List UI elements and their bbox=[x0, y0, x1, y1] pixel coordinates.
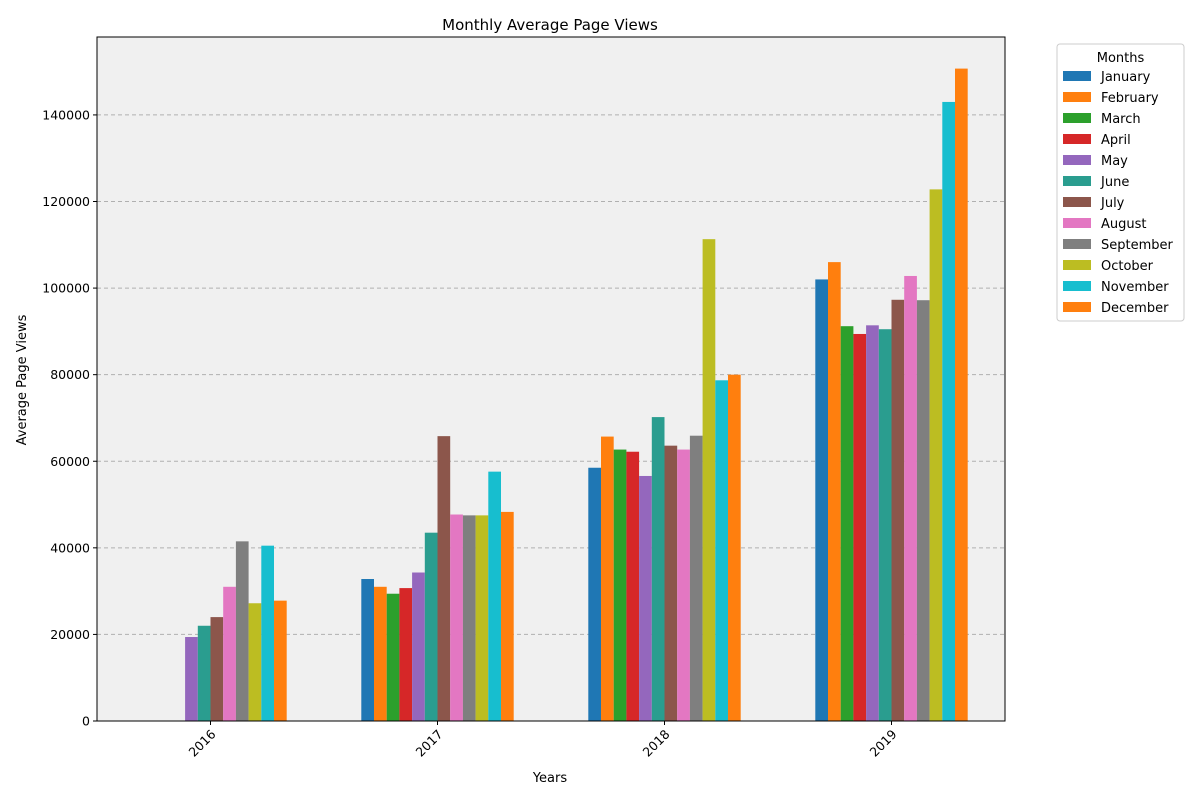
bar-december-2019 bbox=[955, 68, 968, 721]
bar-august-2019 bbox=[904, 275, 917, 721]
legend: Months January February March April May June Ju… bbox=[1056, 43, 1185, 322]
bar-november-2018 bbox=[715, 380, 728, 721]
x-tick-label: 2017 bbox=[413, 727, 446, 760]
bar-december-2016 bbox=[274, 600, 287, 721]
bar-may-2017 bbox=[412, 572, 425, 721]
bar-october-2017 bbox=[475, 515, 489, 721]
bar-march-2018 bbox=[613, 449, 627, 721]
x-tick-label: 2018 bbox=[640, 726, 673, 759]
bar-january-2017 bbox=[361, 579, 374, 721]
bar-may-2019 bbox=[866, 325, 879, 721]
bar-may-2018 bbox=[639, 475, 652, 721]
bar-july-2019 bbox=[891, 299, 905, 721]
legend-swatch bbox=[1063, 218, 1091, 228]
bar-january-2018 bbox=[588, 467, 601, 721]
bar-february-2019 bbox=[828, 262, 841, 721]
legend-swatch bbox=[1063, 176, 1091, 186]
bar-july-2016 bbox=[210, 617, 224, 721]
bar-december-2017 bbox=[501, 511, 514, 721]
legend-entry: August bbox=[1101, 217, 1147, 232]
bar-august-2016 bbox=[223, 586, 236, 721]
bar-july-2017 bbox=[437, 436, 451, 721]
bar-april-2019 bbox=[853, 333, 867, 721]
bar-august-2017 bbox=[450, 514, 463, 721]
bar-june-2016 bbox=[197, 625, 211, 721]
y-tick-label: 20000 bbox=[50, 627, 90, 642]
bar-september-2017 bbox=[462, 515, 476, 721]
y-tick-label: 0 bbox=[82, 714, 90, 729]
legend-entry: March bbox=[1101, 112, 1141, 127]
y-axis: 0 20000 40000 60000 80000 100000 120000 140000 bbox=[42, 107, 97, 729]
bar-november-2016 bbox=[261, 545, 274, 721]
legend-swatch bbox=[1063, 197, 1091, 207]
bar-october-2016 bbox=[248, 603, 262, 721]
legend-entry: February bbox=[1101, 91, 1159, 106]
bar-october-2019 bbox=[929, 189, 943, 721]
legend-entry: September bbox=[1101, 238, 1174, 253]
legend-swatch bbox=[1063, 281, 1091, 291]
x-tick-label: 2016 bbox=[186, 726, 219, 759]
legend-entry: May bbox=[1101, 154, 1128, 169]
bar-june-2017 bbox=[424, 532, 438, 721]
bar-november-2019 bbox=[942, 101, 955, 721]
bars bbox=[185, 68, 968, 721]
x-axis: 2016 2017 2018 2019 bbox=[186, 721, 900, 760]
legend-entry: July bbox=[1100, 196, 1125, 211]
bar-september-2016 bbox=[235, 541, 249, 721]
bar-april-2017 bbox=[399, 588, 413, 721]
bar-september-2018 bbox=[689, 435, 703, 721]
bar-february-2018 bbox=[601, 436, 614, 721]
bar-october-2018 bbox=[702, 239, 716, 721]
legend-entry: December bbox=[1101, 301, 1169, 316]
bar-june-2019 bbox=[878, 329, 892, 721]
bar-april-2018 bbox=[626, 451, 640, 721]
legend-swatch bbox=[1063, 155, 1091, 165]
bar-june-2018 bbox=[651, 417, 665, 721]
chart-title: Monthly Average Page Views bbox=[442, 16, 658, 34]
y-tick-label: 120000 bbox=[42, 194, 90, 209]
plot-frame bbox=[96, 36, 1006, 722]
legend-swatch bbox=[1063, 239, 1091, 249]
x-tick-label: 2019 bbox=[867, 726, 900, 759]
bar-november-2017 bbox=[488, 471, 501, 721]
legend-swatch bbox=[1063, 260, 1091, 270]
legend-title: Months bbox=[1097, 51, 1145, 66]
bar-july-2018 bbox=[664, 445, 678, 721]
bar-december-2018 bbox=[728, 374, 741, 721]
legend-swatch bbox=[1063, 113, 1091, 123]
legend-entry: January bbox=[1100, 70, 1151, 85]
legend-entry: June bbox=[1100, 175, 1129, 190]
legend-swatch bbox=[1063, 71, 1091, 81]
y-tick-label: 80000 bbox=[50, 367, 90, 382]
legend-entry: October bbox=[1101, 259, 1154, 274]
y-axis-label: Average Page Views bbox=[15, 314, 30, 445]
legend-entry: November bbox=[1101, 280, 1169, 295]
bar-may-2016 bbox=[185, 637, 198, 721]
bar-august-2018 bbox=[677, 449, 690, 721]
legend-swatch bbox=[1063, 92, 1091, 102]
bar-september-2019 bbox=[916, 300, 930, 721]
legend-swatch bbox=[1063, 302, 1091, 312]
bar-march-2019 bbox=[840, 326, 854, 721]
bar-january-2019 bbox=[815, 279, 828, 721]
legend-entry: April bbox=[1101, 133, 1131, 148]
y-tick-label: 140000 bbox=[42, 107, 90, 122]
legend-swatch bbox=[1063, 134, 1091, 144]
y-tick-label: 60000 bbox=[50, 454, 90, 469]
y-tick-label: 100000 bbox=[42, 281, 90, 296]
bar-march-2017 bbox=[386, 593, 400, 721]
x-axis-label: Years bbox=[532, 771, 568, 786]
bar-february-2017 bbox=[374, 586, 387, 721]
y-tick-label: 40000 bbox=[50, 540, 90, 555]
